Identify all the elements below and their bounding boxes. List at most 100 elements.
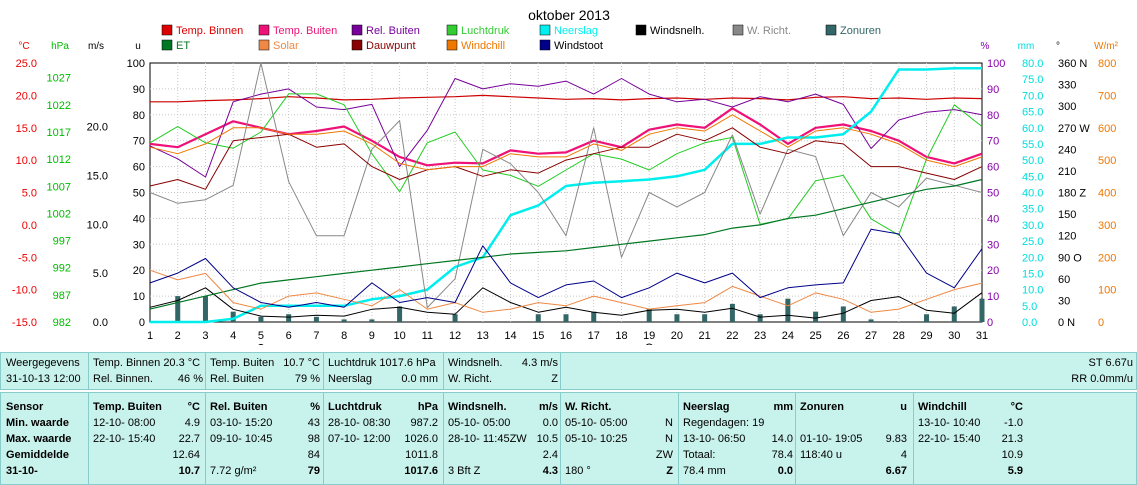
separator [560, 392, 561, 485]
separator [323, 352, 324, 390]
axis-tick-dir: 330 [1058, 80, 1076, 92]
stat-col-title: W. Richt. [565, 401, 612, 413]
axis-unit-press: hPa [51, 41, 69, 52]
axis-tick-pct: 70 [987, 136, 999, 148]
stat-cell-label: 05-10- 05:00 [565, 417, 628, 429]
stat-cell-label: 118:40 u [800, 449, 843, 461]
legend-label: Dauwpunt [366, 40, 416, 52]
axis-tick-press: 1007 [47, 181, 71, 193]
x-tick-label: 2 [175, 330, 181, 342]
stat-cell-label: 3 Bft Z [448, 465, 481, 477]
current-label: Rel. Binnen. [93, 373, 153, 385]
current-label: W. Richt. [448, 373, 493, 385]
sun-hours-bar [535, 314, 541, 322]
sun-hours-bar [175, 296, 181, 322]
sun-hours-bar [563, 314, 569, 322]
stat-cell-value: 1017.6 [404, 465, 438, 477]
x-axis: 1 2 3 4 5 6 7 8 9 10 11 12 13 14 15 16 17 18 19 20 21 22 23 24 2… [147, 330, 988, 342]
series-line-et [149, 178, 983, 310]
stat-cell-value: ZW [655, 449, 673, 461]
sun-hours-bar [258, 316, 264, 322]
axis-tick-wind: 5.0 [93, 268, 108, 280]
axis-tick-press: 997 [53, 236, 71, 248]
axis-tick-press: 992 [53, 263, 71, 275]
legend-label: W. Richt. [747, 25, 791, 37]
axis-tick-temp: 10.0 [16, 155, 37, 167]
axis-tick-temp: 5.0 [22, 188, 37, 200]
x-tick-label: 14 [504, 330, 516, 342]
axis-tick-pct: 80 [987, 110, 999, 122]
separator [443, 392, 444, 485]
stat-cell-value: 1011.8 [405, 449, 438, 461]
series-line-w-richt- [149, 62, 983, 309]
legend-swatch [258, 24, 270, 36]
sun-hours-bar [951, 306, 957, 322]
series-line-neerslag [150, 66, 982, 324]
legend-label: Windsnelh. [650, 25, 704, 37]
stat-cell-value: 78.4 [771, 449, 793, 461]
x-tick-label: 21 [699, 330, 711, 342]
stat-cell-value: 10.9 [1001, 449, 1023, 461]
axis-tick-pct: 10 [987, 291, 999, 303]
axis-tick-solar: 0 [1098, 317, 1104, 329]
axis-tick-rain: 65.0 [1022, 107, 1043, 119]
legend-swatch [732, 24, 744, 36]
sun-hours-bar [840, 306, 846, 322]
legend-swatch [635, 24, 647, 36]
axis-tick-rain: 70.0 [1022, 90, 1043, 102]
sun-hours-bar [785, 298, 791, 322]
axis-tick-rain: 20.0 [1022, 252, 1043, 264]
axis-tick-uv: 0 [139, 317, 145, 329]
full-moon-marker [645, 343, 653, 345]
stat-cell-value: 9.83 [885, 433, 907, 445]
axis-tick-rain: 35.0 [1022, 204, 1043, 216]
current-label: Rel. Buiten [210, 373, 264, 385]
x-tick-label: 9 [369, 330, 375, 342]
legend-swatch [539, 24, 551, 36]
legend-label: Zonuren [840, 25, 881, 37]
separator [913, 392, 914, 485]
axis-unit-pct: % [981, 41, 990, 52]
axis-tick-dir: 180 Z [1058, 188, 1086, 200]
sensor-row-label: Gemiddelde [6, 449, 69, 461]
axis-tick-temp: -15.0 [12, 317, 37, 329]
x-tick-label: 18 [615, 330, 627, 342]
stat-cell-value: N [665, 433, 673, 445]
current-value: 10.7 °C [283, 357, 320, 369]
x-tick-label: 8 [341, 330, 347, 342]
sun-hours-bar [757, 314, 763, 322]
axis-tick-solar: 400 [1098, 188, 1116, 200]
separator [205, 392, 206, 485]
stat-cell-value: 6.67 [885, 465, 907, 477]
sun-hours-bar [729, 303, 735, 322]
axis-tick-temp: -10.0 [12, 285, 37, 297]
axis-tick-press: 1012 [47, 154, 71, 166]
current-label: Temp. Binnen 20.3 °C [93, 357, 201, 369]
axis-tick-dir: 0 N [1058, 317, 1075, 329]
axis-tick-uv: 10 [133, 291, 145, 303]
axis-tick-dir: 30 [1058, 295, 1070, 307]
stat-cell-label: Regendagen: 19 [683, 417, 765, 429]
stat-cell-value: -1.0 [1004, 417, 1023, 429]
stat-cell-value: 4.3 [542, 465, 558, 477]
x-tick-label: 1 [147, 330, 153, 342]
axis-tick-uv: 40 [133, 213, 145, 225]
axis-tick-rain: 5.0 [1022, 301, 1037, 313]
sun-hours-bar [452, 314, 458, 322]
stat-cell-label: 13-10- 06:50 [683, 433, 746, 445]
axis-tick-rain: 10.0 [1022, 285, 1043, 297]
series-line-temp-binnen [150, 94, 983, 103]
chart-title: oktober 2013 [528, 7, 610, 23]
legend-label: Solar [273, 40, 299, 52]
axis-tick-solar: 200 [1098, 252, 1116, 264]
sensor-header: Sensor [6, 401, 44, 413]
x-tick-label: 7 [313, 330, 319, 342]
legend-label: Windchill [461, 40, 505, 52]
stat-col-title: Rel. Buiten [210, 401, 268, 413]
station-status: ST 6.67u [1088, 357, 1133, 369]
axis-labels: °C 25.0 20.0 15.0 10.0 5.0 0.0 -5.0 -10.0 -15.0 hP… [12, 41, 1119, 329]
stat-cell-label: 13-10- 10:40 [918, 417, 981, 429]
legend-swatch [161, 24, 173, 36]
stat-cell-value: 1026.0 [404, 433, 438, 445]
axis-tick-pct: 40 [987, 213, 999, 225]
